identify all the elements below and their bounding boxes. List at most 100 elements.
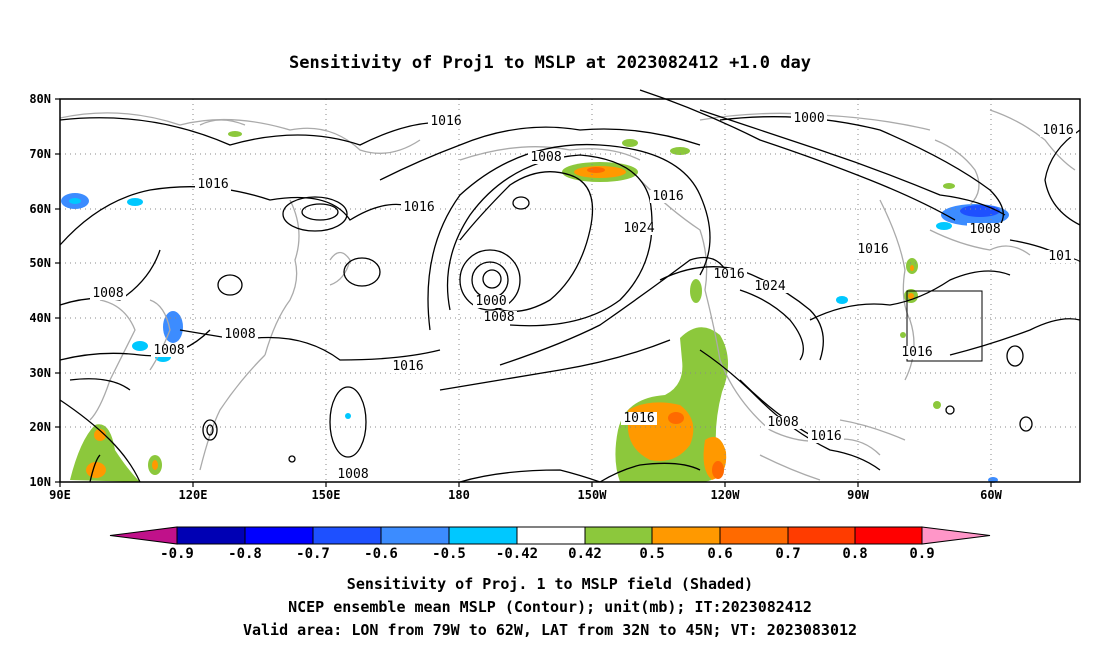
colorbar-label: -0.5 (432, 546, 466, 562)
lat-tick-label: 80N (29, 92, 51, 106)
lon-tick-label: 150W (578, 488, 608, 502)
colorbar-label: -0.7 (296, 546, 330, 562)
contour-label: 1016 (901, 345, 932, 360)
colorbar-label: 0.9 (909, 546, 934, 562)
contour-label: 1008 (224, 327, 255, 342)
contour-label-bg (195, 178, 231, 191)
colorbar-swatch (921, 526, 991, 545)
pos-patch (228, 131, 242, 137)
contour-label-bg (752, 280, 788, 293)
lat-axis: 80N 70N 60N 50N 40N 30N 20N 10N (29, 92, 60, 489)
contour-label-bg (621, 412, 657, 425)
caption-line-3: Valid area: LON from 79W to 62W, LAT fro… (243, 621, 857, 639)
colorbar-label: 0.7 (775, 546, 800, 562)
contour-label: 1000 (793, 111, 824, 126)
lat-tick-label: 40N (29, 311, 51, 325)
pos-patch (690, 279, 702, 303)
lon-tick-label: 60W (980, 488, 1002, 502)
colorbar-swatch (584, 526, 653, 545)
lon-tick-label: 150E (312, 488, 341, 502)
pos-patch (900, 332, 906, 338)
lat-tick-label: 70N (29, 147, 51, 161)
mslp-contours (59, 89, 1081, 483)
contour-label: 1000 (475, 294, 506, 309)
caption-line-1: Sensitivity of Proj. 1 to MSLP field (Sh… (347, 575, 753, 593)
lat-tick-label: 60N (29, 202, 51, 216)
map-panel: 1016 1000 1016 1008 1016 1016 1016 1024 1016 1008… (59, 89, 1081, 483)
contour-label: 1016 (430, 114, 461, 129)
colorbar: -0.9 -0.8 -0.7 -0.6 -0.5 -0.42 0.42 0.5 0.6 0.7 0.… (109, 526, 991, 562)
contour-label-bg (711, 268, 747, 281)
neg-patch (345, 413, 351, 419)
contour-label-bg (899, 346, 935, 359)
contour-label: 1008 (337, 467, 368, 482)
lon-tick-label: 90E (49, 488, 71, 502)
contour-label: 101 (1048, 249, 1071, 264)
colorbar-label: 0.5 (639, 546, 664, 562)
colorbar-swatch (854, 526, 923, 545)
contour-label-group: 1016 1000 1016 1008 1016 1016 1016 1024 1016 1008… (90, 111, 1076, 482)
contour-label-bg (967, 223, 1003, 236)
chart-title: Sensitivity of Proj1 to MSLP at 20230824… (289, 53, 811, 73)
lon-tick-label: 180 (448, 488, 470, 502)
colorbar-label: -0.6 (364, 546, 398, 562)
contour-label: 1008 (969, 222, 1000, 237)
valid-area-box (906, 290, 983, 362)
contour-label-bg (390, 360, 426, 373)
neg-patch (132, 341, 148, 351)
pos-patch (622, 139, 638, 147)
contour-label-bg (481, 311, 517, 324)
contour-label: 1008 (767, 415, 798, 430)
contour-label-bg (90, 287, 126, 300)
colorbar-label: 0.42 (568, 546, 602, 562)
colorbar-swatch (651, 526, 721, 545)
contour-label: 1008 (530, 150, 561, 165)
colorbar-swatch (176, 526, 246, 545)
lat-tick-label: 20N (29, 420, 51, 434)
colorbar-swatch (109, 526, 178, 545)
colorbar-swatch (448, 526, 518, 545)
pos-patch (933, 401, 941, 409)
colorbar-label: 0.8 (842, 546, 867, 562)
contour-label: 1016 (857, 242, 888, 257)
contour-label-bg (428, 115, 464, 128)
colorbar-label: 0.6 (707, 546, 732, 562)
colorbar-label: -0.8 (228, 546, 262, 562)
pos-patch (670, 147, 690, 155)
contour-label: 1016 (197, 177, 228, 192)
contour-label: 1016 (713, 267, 744, 282)
contour-label-bg (528, 151, 564, 164)
lon-tick-label: 90W (847, 488, 869, 502)
contour-label: 1024 (754, 279, 785, 294)
contour-label-bg (855, 243, 891, 256)
contour-label-bg (791, 112, 827, 125)
contour-label-bg (401, 201, 437, 214)
contour-label-bg (621, 222, 657, 235)
contour-label-bg (650, 190, 686, 203)
contour-label-bg (1046, 250, 1074, 263)
contour-label-bg (808, 430, 844, 443)
colorbar-swatch (380, 526, 450, 545)
colorbar-swatch (719, 526, 789, 545)
caption-line-2: NCEP ensemble mean MSLP (Contour); unit(… (288, 598, 812, 616)
lon-tick-label: 120W (711, 488, 741, 502)
contour-label-bg (335, 468, 371, 481)
pos-patch (943, 183, 955, 189)
contour-label: 1008 (153, 343, 184, 358)
contour-label: 1016 (403, 200, 434, 215)
contour-label-bg (765, 416, 801, 429)
contour-label: 1016 (1042, 123, 1073, 138)
lat-tick-label: 50N (29, 256, 51, 270)
contour-label-bg (1040, 124, 1076, 137)
contour-label: 1016 (623, 411, 654, 426)
lat-tick-label: 10N (29, 475, 51, 489)
contour-label: 1024 (623, 221, 654, 236)
graticule (60, 99, 1080, 482)
map-frame (59, 98, 1081, 483)
colorbar-swatch (516, 526, 586, 545)
contour-label: 1008 (483, 310, 514, 325)
lon-axis: 90E 120E 150E 180 150W 120W 90W 60W (49, 482, 1003, 502)
colorbar-label: -0.9 (160, 546, 194, 562)
contour-label: 1016 (810, 429, 841, 444)
